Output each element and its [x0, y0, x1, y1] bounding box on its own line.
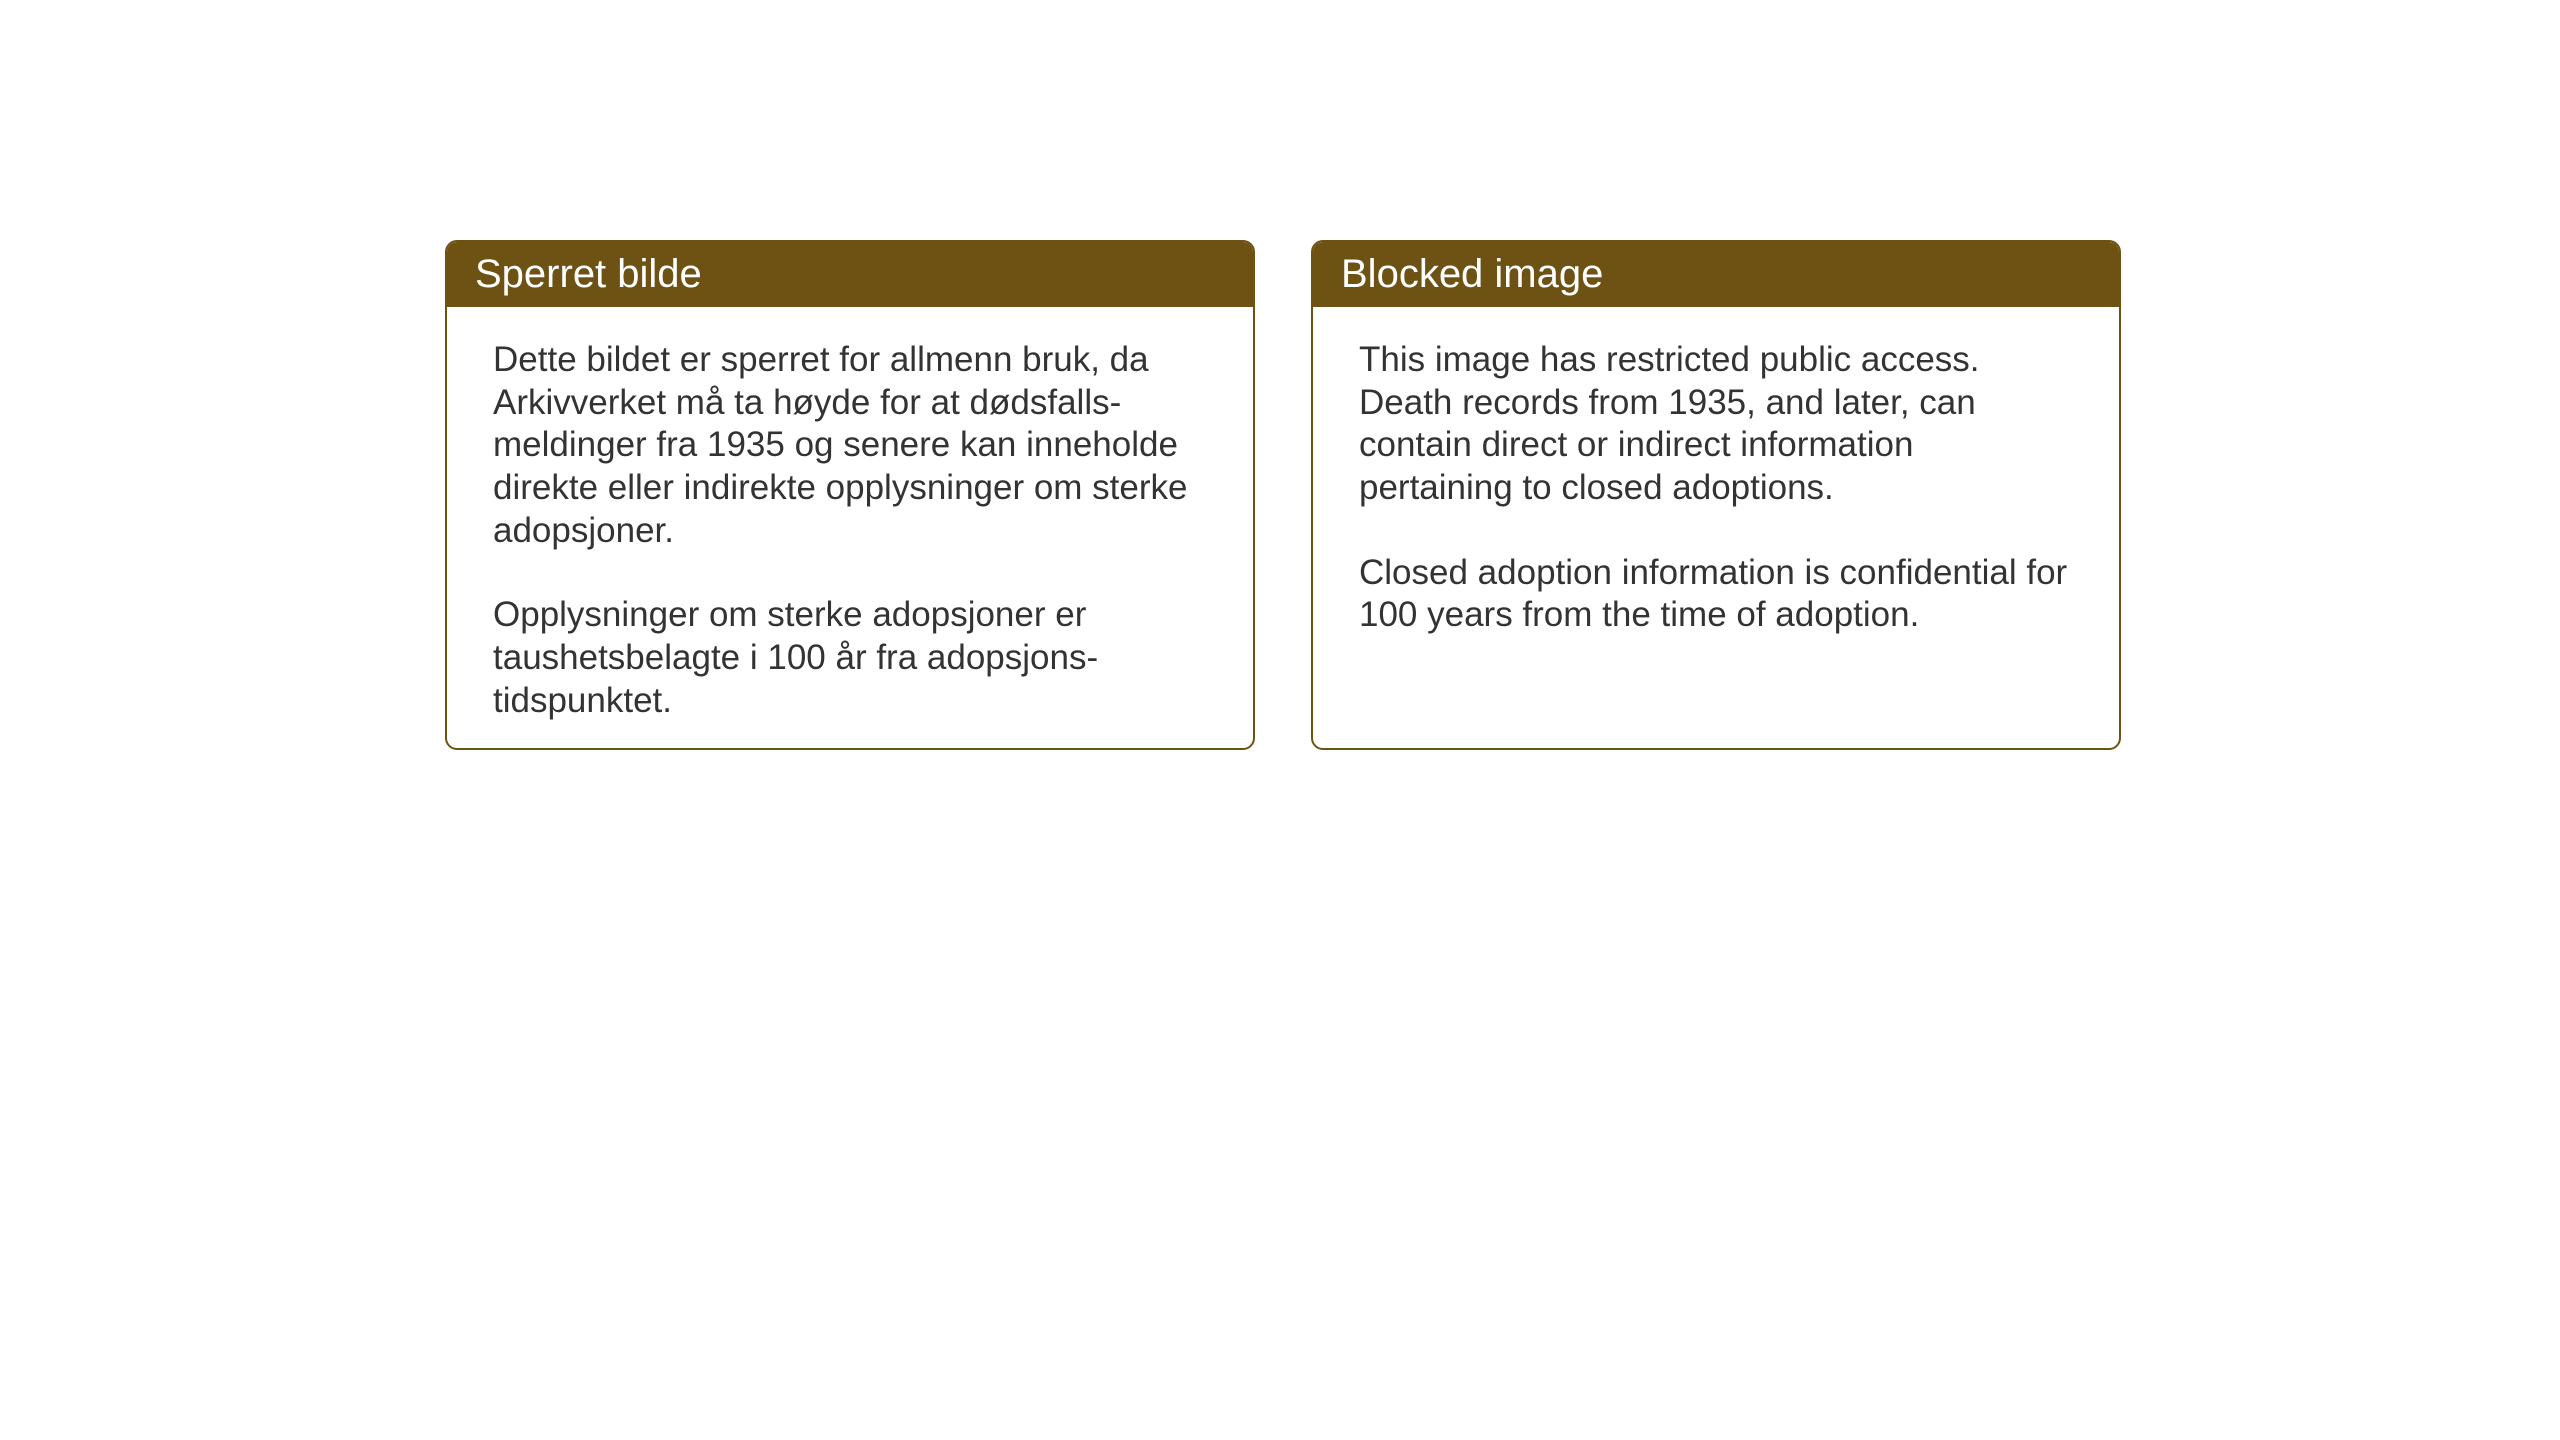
notice-container: Sperret bilde Dette bildet er sperret fo…: [445, 240, 2121, 750]
notice-box-norwegian: Sperret bilde Dette bildet er sperret fo…: [445, 240, 1255, 750]
notice-body-english: This image has restricted public access.…: [1313, 307, 2119, 669]
notice-title-english: Blocked image: [1341, 252, 1603, 296]
notice-header-english: Blocked image: [1313, 242, 2119, 307]
notice-header-norwegian: Sperret bilde: [447, 242, 1253, 307]
notice-title-norwegian: Sperret bilde: [475, 252, 702, 296]
notice-paragraph-norwegian-2: Opplysninger om sterke adopsjoner er tau…: [493, 594, 1207, 722]
notice-paragraph-english-2: Closed adoption information is confident…: [1359, 552, 2073, 637]
notice-box-english: Blocked image This image has restricted …: [1311, 240, 2121, 750]
notice-body-norwegian: Dette bildet er sperret for allmenn bruk…: [447, 307, 1253, 750]
notice-paragraph-norwegian-1: Dette bildet er sperret for allmenn bruk…: [493, 339, 1207, 552]
notice-paragraph-english-1: This image has restricted public access.…: [1359, 339, 2073, 510]
